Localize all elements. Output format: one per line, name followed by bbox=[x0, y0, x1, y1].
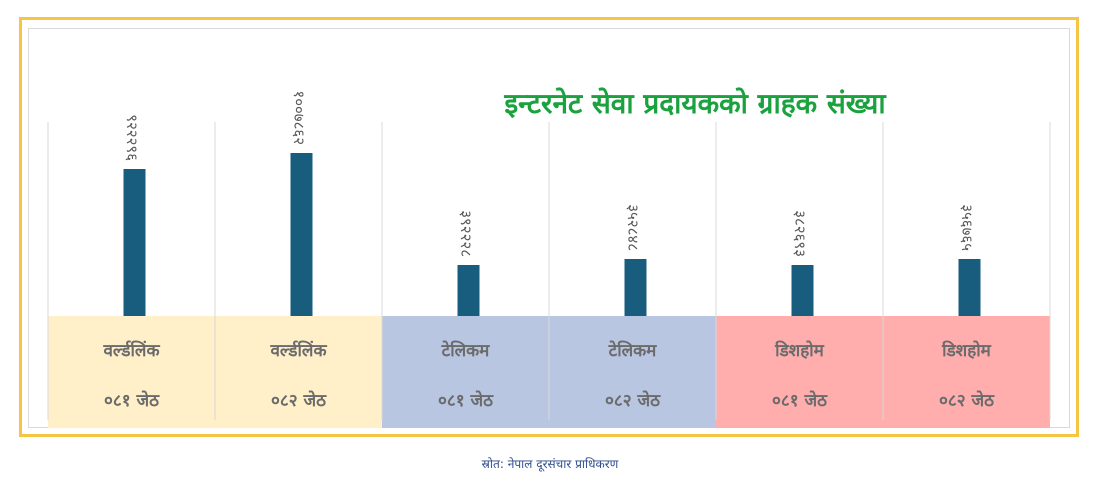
category-label-provider: टेलिकम bbox=[608, 340, 658, 361]
category-label-provider: वर्ल्डलिंक bbox=[102, 340, 160, 361]
category-label-provider: टेलिकम bbox=[441, 340, 491, 361]
data-label: १००७८६२ bbox=[290, 90, 308, 145]
category-label-provider: डिशहोम bbox=[941, 340, 991, 361]
bar bbox=[457, 265, 480, 316]
category-label-period: ०८२ जेठ bbox=[605, 390, 661, 411]
bar bbox=[958, 259, 981, 316]
category-label-period: ०८२ जेठ bbox=[939, 390, 995, 411]
data-label: ३८२६९३ bbox=[791, 210, 809, 257]
category-cell bbox=[215, 316, 382, 428]
category-label-provider: डिशहोम bbox=[774, 340, 824, 361]
category-cells: वर्ल्डलिंक ०८१ जेठ वर्ल्डलिंक ०८२ जेठ टेलिकम… bbox=[48, 316, 1050, 428]
data-label: ९२२२९६ bbox=[123, 114, 141, 161]
bar bbox=[290, 153, 313, 316]
bar bbox=[123, 169, 146, 316]
category-cell bbox=[716, 316, 883, 428]
gridlines bbox=[47, 122, 1051, 420]
category-cell bbox=[382, 316, 549, 428]
data-label: ३५२८४८ bbox=[624, 204, 642, 251]
data-label: ३९२२२८ bbox=[457, 210, 475, 257]
category-cell bbox=[48, 316, 215, 428]
bar bbox=[791, 265, 814, 316]
category-label-period: ०८१ जेठ bbox=[438, 390, 494, 411]
category-label-period: ०८१ जेठ bbox=[772, 390, 828, 411]
bar bbox=[624, 259, 647, 316]
category-label-period: ०८१ जेठ bbox=[104, 390, 160, 411]
category-cell bbox=[549, 316, 716, 428]
source-note: स्रोत: नेपाल दूरसंचार प्राधिकरण bbox=[481, 457, 619, 471]
data-labels: ९२२२९६ १००७८६२ ३९२२२८ ३५२८४८ ३८२६९३ ३५६७६५ bbox=[123, 90, 976, 257]
bars bbox=[123, 153, 981, 316]
data-label: ३५६७६५ bbox=[958, 204, 976, 251]
category-cell bbox=[883, 316, 1050, 428]
category-label-period: ०८२ जेठ bbox=[271, 390, 327, 411]
chart-title: इन्टरनेट सेवा प्रदायकको ग्राहक संख्या bbox=[503, 87, 887, 120]
category-label-provider: वर्ल्डलिंक bbox=[269, 340, 327, 361]
